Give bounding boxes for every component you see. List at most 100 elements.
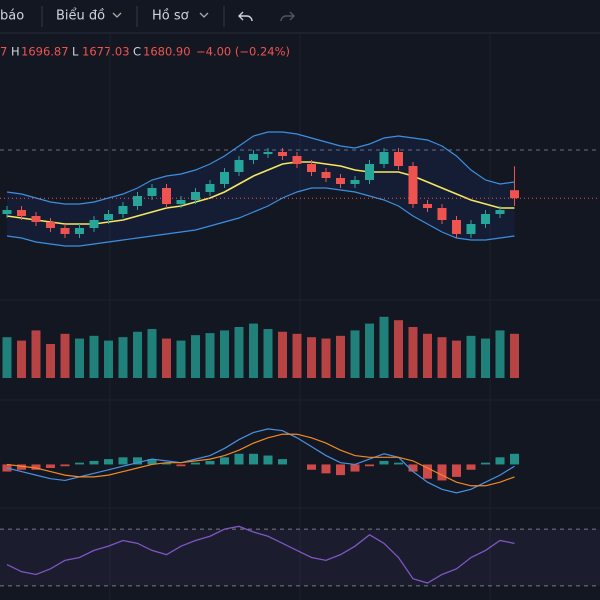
grid	[0, 33, 600, 600]
volume-bar	[17, 340, 26, 378]
legend-low: 1677.03	[82, 45, 130, 59]
macd-histogram-bar	[495, 457, 505, 465]
candle-body	[205, 184, 215, 192]
macd-histogram-bar	[17, 464, 26, 470]
macd-line	[6, 428, 515, 494]
legend-open: 7	[0, 45, 7, 59]
candle-body	[379, 152, 389, 164]
volume-bar	[365, 323, 374, 378]
legend-label: C	[133, 45, 141, 59]
candle-body	[321, 172, 331, 178]
rsi-line	[6, 525, 515, 584]
macd-histogram-bar	[408, 464, 418, 472]
candle-body	[336, 178, 345, 184]
legend-label: H	[11, 45, 20, 59]
candle-body	[133, 196, 142, 206]
macd-histogram-bar	[75, 462, 84, 465]
candle-body	[263, 152, 273, 154]
macd-histogram-bar	[423, 464, 432, 479]
macd-histogram-bar	[394, 462, 403, 465]
volume-bar	[292, 333, 302, 378]
volume-bar	[394, 320, 403, 378]
volume-bar	[89, 335, 99, 378]
volume-bar	[510, 333, 519, 378]
candle-body	[408, 166, 418, 204]
macd-histogram-bar	[147, 459, 157, 465]
macd-histogram-bar	[350, 464, 360, 472]
macd-histogram-bar	[191, 462, 200, 465]
overlay-line	[6, 187, 515, 247]
volume-bar	[220, 330, 229, 378]
macd-histogram-bar	[46, 464, 55, 468]
macd-histogram-bar	[205, 460, 215, 465]
volume-bar	[249, 323, 258, 378]
volume-bar	[379, 316, 389, 378]
chart-menu[interactable]: Biểu đồ	[56, 9, 105, 24]
candle-body	[162, 188, 171, 204]
volume-bar	[321, 338, 331, 378]
volume-bar	[452, 340, 461, 378]
macd-histogram-bar	[452, 464, 461, 477]
candle-body	[46, 222, 55, 228]
overlay-line	[6, 131, 515, 205]
candle-body	[89, 220, 99, 228]
macd-histogram-bar	[307, 464, 316, 470]
volume-bar	[176, 340, 186, 378]
volume-bar	[481, 338, 490, 378]
volume-bar	[133, 331, 142, 378]
signal-line	[6, 433, 515, 487]
macd-histogram-bar	[336, 464, 345, 476]
macd-histogram-bar	[60, 464, 70, 467]
volume-bar	[118, 337, 128, 378]
macd-histogram-bar	[220, 457, 229, 465]
candle-body	[118, 206, 128, 214]
candle-body	[176, 200, 186, 204]
macd-histogram-bar	[263, 455, 273, 465]
volume-bar	[147, 329, 157, 378]
candle-body	[147, 188, 157, 196]
volume-bar	[263, 329, 273, 378]
volume-bar	[408, 327, 418, 378]
volume-bar	[205, 333, 215, 378]
profile-menu[interactable]: Hồ sơ	[152, 9, 189, 24]
macd-histogram-bar	[278, 459, 287, 465]
undo-button[interactable]	[238, 11, 253, 22]
volume-bar	[495, 330, 505, 378]
redo-button[interactable]	[280, 11, 295, 22]
macd-histogram-bar	[379, 460, 389, 465]
macd-histogram-bar	[510, 453, 519, 465]
candle-body	[75, 228, 84, 234]
macd-histogram-bar	[321, 464, 331, 474]
macd-histogram-bar	[249, 453, 258, 465]
volume-bar	[336, 335, 345, 378]
candle-body	[307, 164, 316, 172]
candle-body	[292, 156, 302, 164]
volume-bar	[307, 337, 316, 378]
volume-bar	[423, 333, 432, 378]
candle-body	[437, 208, 447, 220]
legend-change: −4.00 (−0.24%)	[196, 45, 290, 59]
macd-histogram-bar	[162, 462, 171, 465]
candle-body	[466, 224, 476, 234]
volume-bar	[191, 335, 200, 378]
macd-histogram-bar	[466, 464, 476, 470]
macd-histogram-bar	[365, 464, 374, 467]
rsi-band	[0, 529, 600, 586]
candle-body	[104, 214, 113, 220]
alerts-button[interactable]: báo	[0, 9, 24, 24]
volume-bar	[60, 333, 70, 378]
legend-label: L	[72, 45, 79, 59]
volume-bar	[162, 338, 171, 378]
candle-body	[423, 204, 432, 208]
candle-body	[394, 152, 403, 166]
macd-histogram-bar	[481, 462, 490, 465]
macd-histogram-bar	[31, 464, 41, 470]
macd-histogram-bar	[118, 457, 128, 465]
toolbar	[0, 0, 600, 33]
candle-body	[60, 228, 70, 234]
volume-bar	[46, 344, 55, 378]
chevron	[199, 12, 209, 18]
candle-body	[350, 180, 360, 184]
